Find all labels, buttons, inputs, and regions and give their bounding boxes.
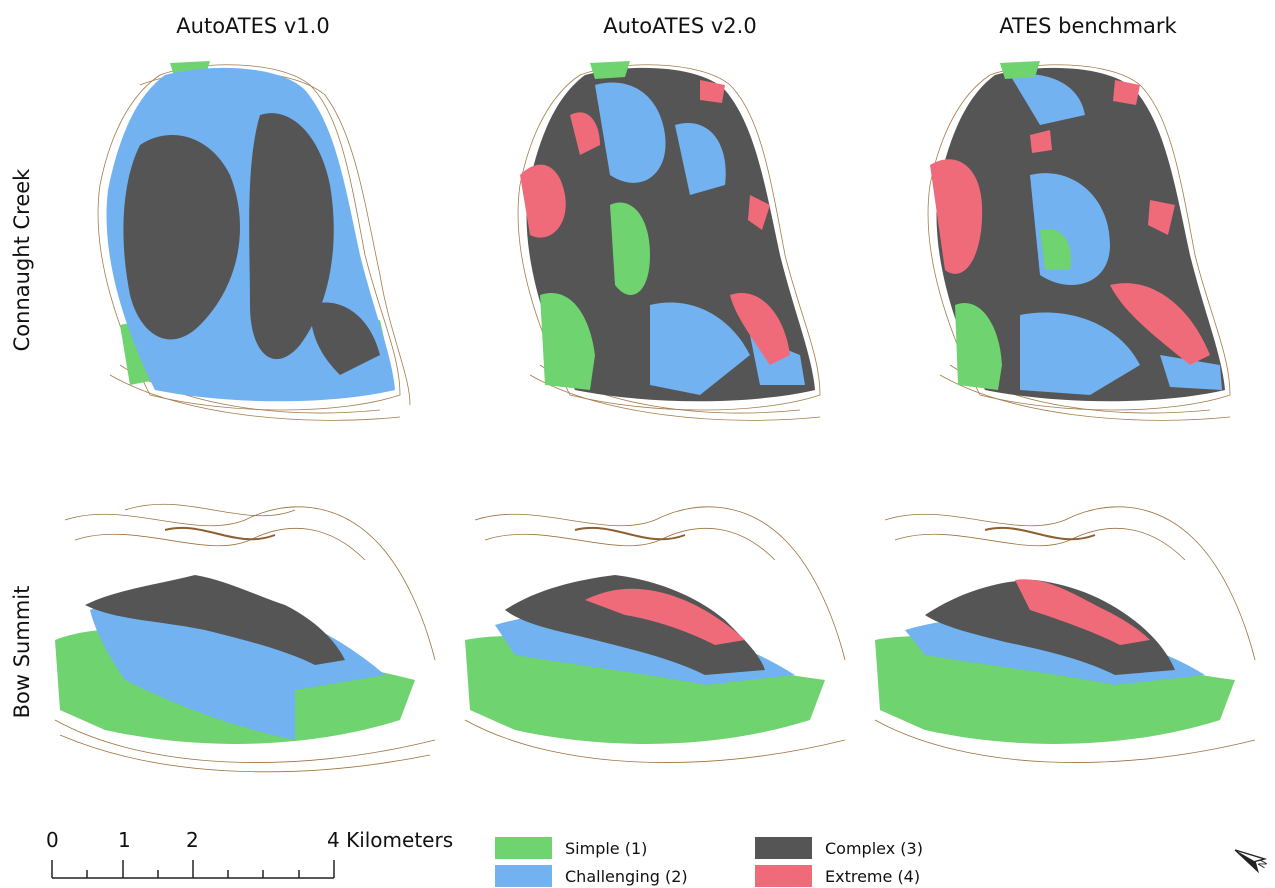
map-bow-autoates-v1 [45, 480, 440, 780]
legend-label-extreme: Extreme (4) [825, 866, 921, 886]
region-simple [955, 61, 1071, 390]
legend-item-challenging: Challenging (2) [495, 864, 688, 888]
scale-tick-1: 1 [118, 828, 131, 852]
legend-label-complex: Complex (3) [825, 838, 923, 858]
bow-v1-svg [54, 503, 436, 773]
region-complex [85, 575, 345, 665]
region-extreme [930, 80, 1210, 365]
region-complex [925, 580, 1175, 675]
svg-text:N: N [1257, 859, 1270, 871]
region-complex [505, 575, 765, 675]
region-complex [123, 113, 380, 375]
legend-swatch-challenging [495, 865, 552, 887]
legend-label-simple: Simple (1) [565, 838, 648, 858]
legend-swatch-extreme [755, 865, 812, 887]
column-title-ates-benchmark: ATES benchmark [999, 14, 1177, 38]
connaught-v2-svg [517, 61, 821, 421]
legend-item-simple: Simple (1) [495, 836, 647, 860]
scale-tick-2: 2 [186, 828, 199, 852]
bow-bench-svg [874, 506, 1256, 763]
column-title-autoates-v2: AutoATES v2.0 [603, 14, 757, 38]
north-arrow-icon: N [1228, 838, 1270, 878]
region-challenging [1010, 74, 1222, 396]
region-extreme [520, 80, 790, 365]
legend-item-complex: Complex (3) [755, 836, 923, 860]
map-connaught-ates-benchmark [910, 55, 1250, 425]
column-title-autoates-v1: AutoATES v1.0 [176, 14, 330, 38]
scale-bar-ruler [51, 860, 335, 879]
legend-label-challenging: Challenging (2) [565, 866, 688, 886]
region-simple [465, 635, 825, 744]
map-connaught-autoates-v2 [500, 55, 840, 425]
region-simple [875, 635, 1235, 744]
map-connaught-autoates-v1 [80, 55, 420, 425]
region-simple [540, 61, 650, 390]
row-label-bow-summit: Bow Summit [10, 585, 34, 719]
region-extreme [1015, 579, 1150, 645]
region-challenging [595, 82, 805, 395]
scale-tick-4-km: 4 Kilometers [327, 828, 454, 852]
bow-v2-svg [464, 506, 846, 763]
region-extreme [585, 588, 745, 645]
scale-tick-0: 0 [46, 828, 59, 852]
scale-bar: 0 1 2 4 Kilometers [30, 828, 470, 884]
row-label-connaught-creek: Connaught Creek [10, 168, 34, 352]
legend-swatch-complex [755, 837, 812, 859]
legend-swatch-simple [495, 837, 552, 859]
connaught-bench-svg [927, 61, 1231, 421]
map-bow-autoates-v2 [455, 480, 850, 780]
legend-item-extreme: Extreme (4) [755, 864, 920, 888]
map-bow-ates-benchmark [865, 480, 1260, 780]
connaught-v1-svg [97, 61, 411, 421]
